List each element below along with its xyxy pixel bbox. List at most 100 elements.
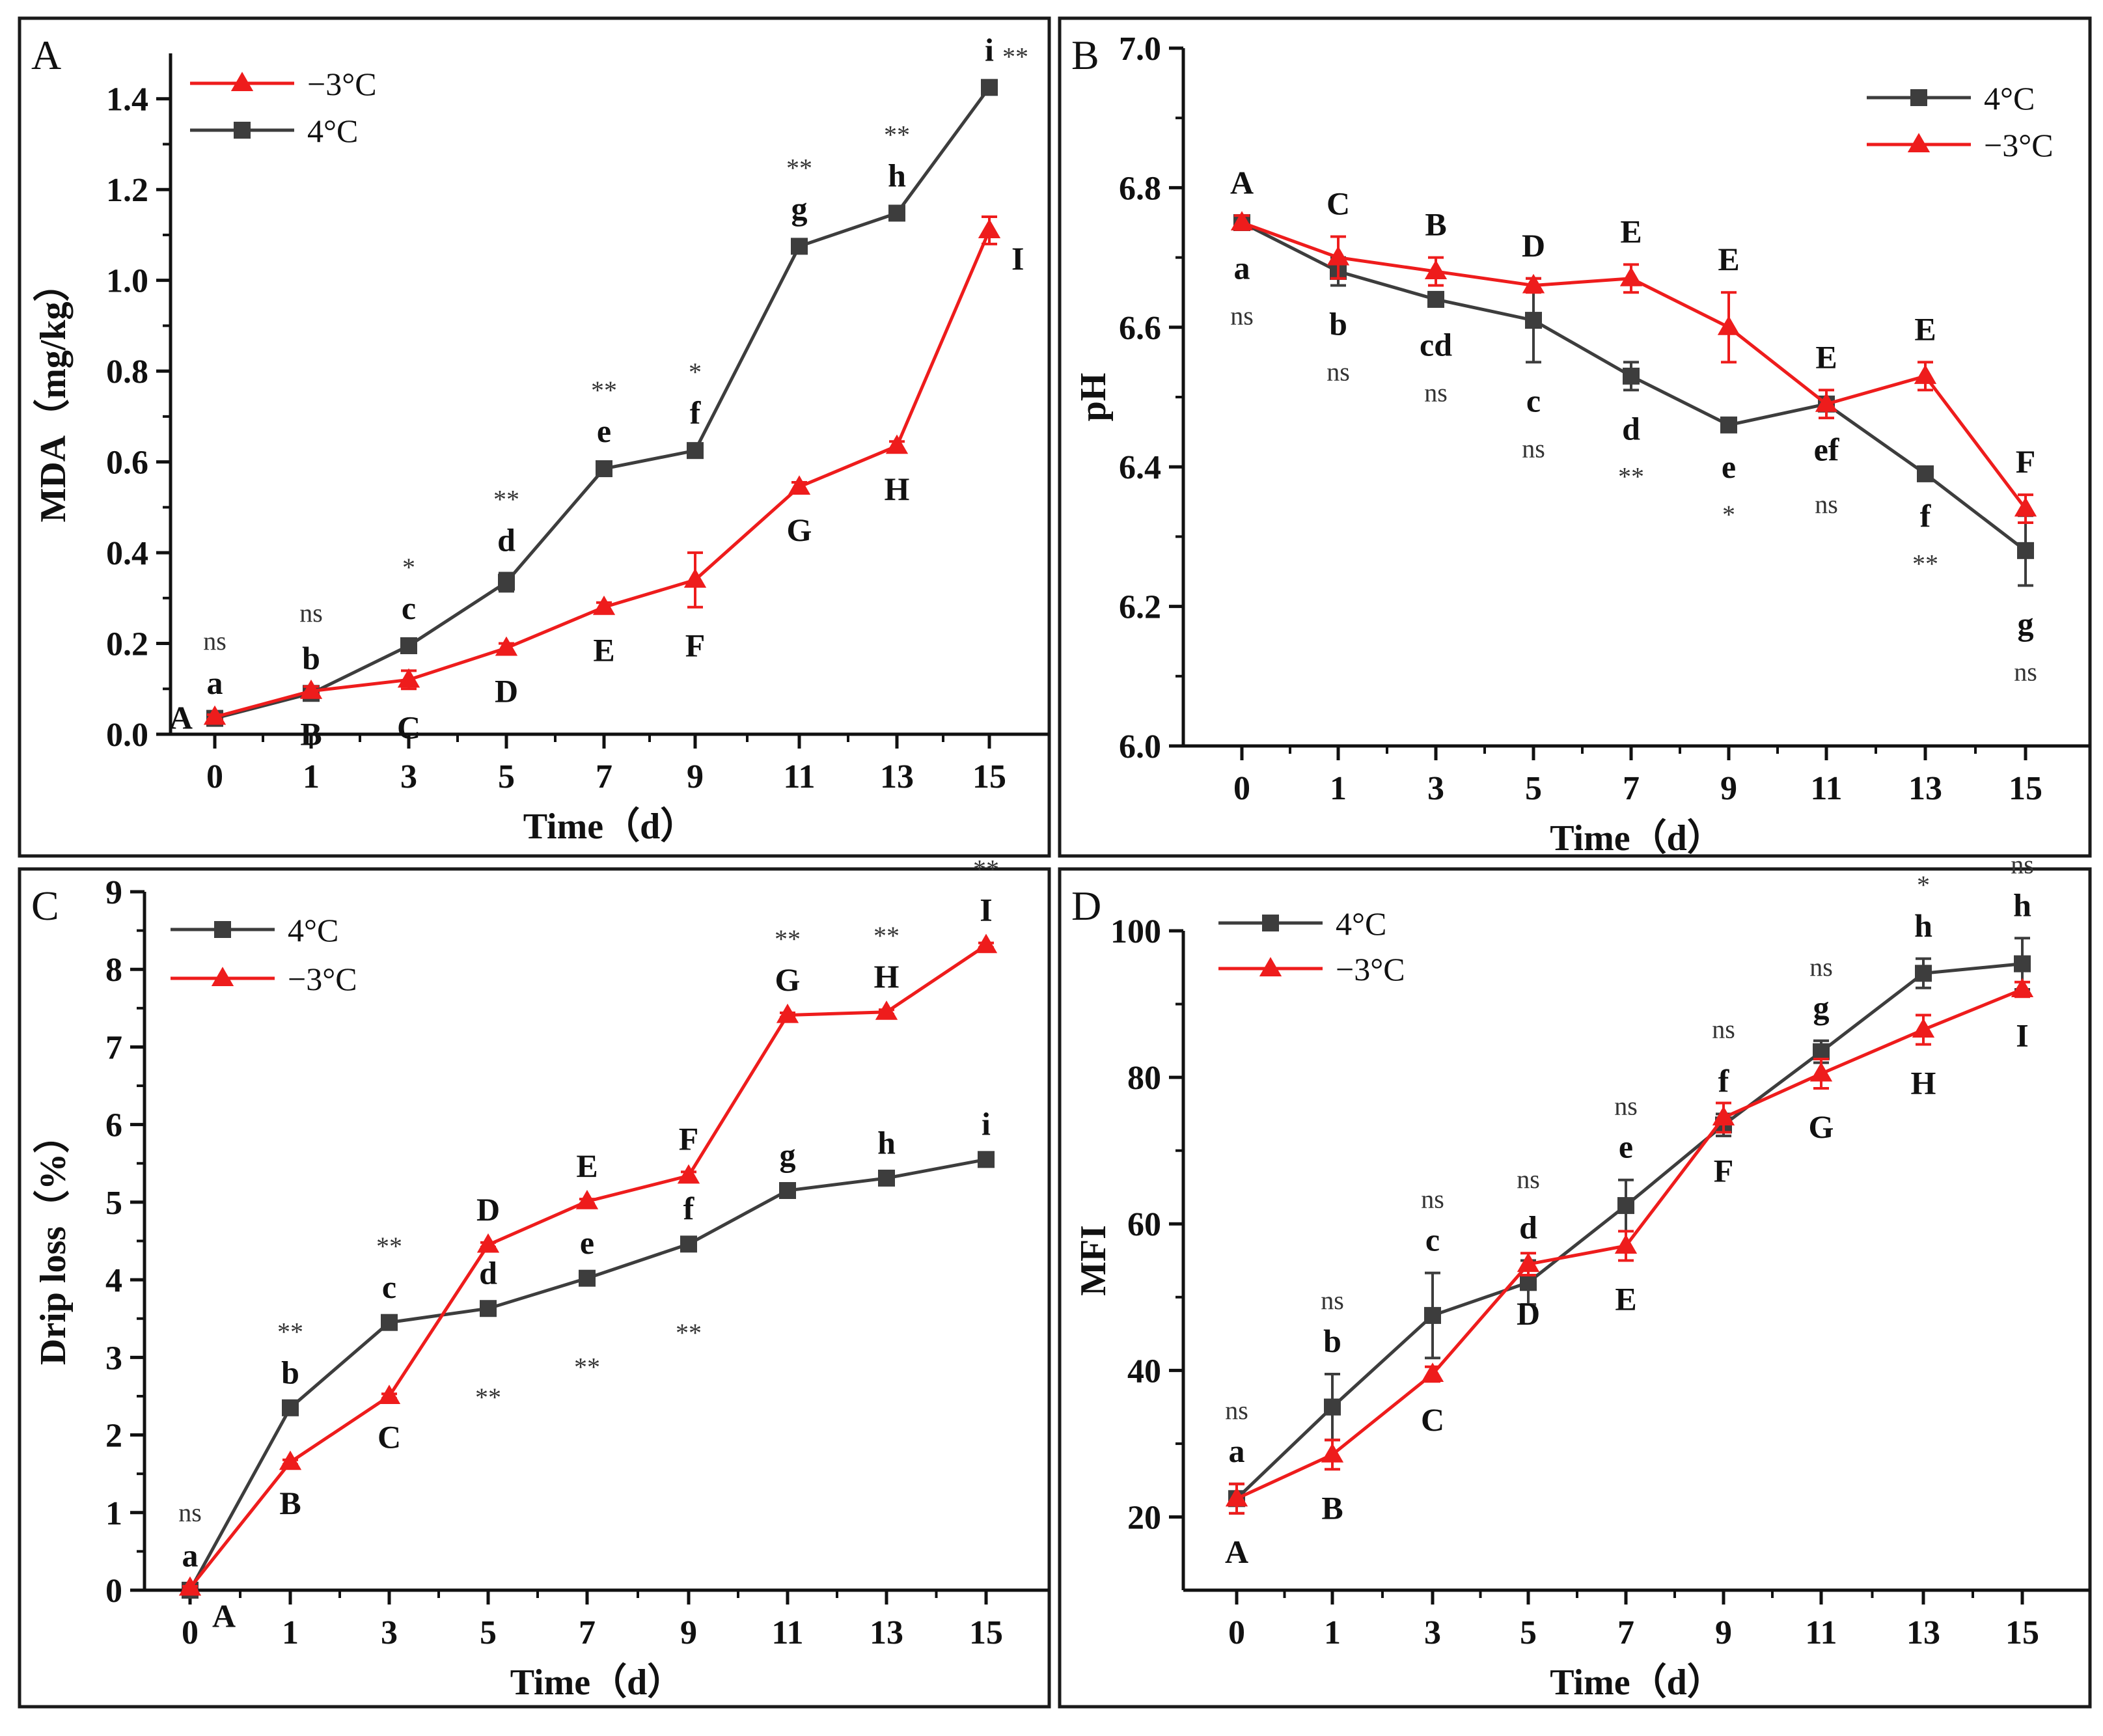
- marker-square: [1525, 312, 1542, 329]
- group-letter: C: [378, 1419, 401, 1455]
- group-letter: E: [1615, 1281, 1636, 1317]
- significance-label: **: [676, 1318, 702, 1347]
- marker-square: [2017, 542, 2034, 559]
- significance-label: **: [1912, 549, 1938, 578]
- series-triangle: A B C D E F G H I: [1225, 978, 2034, 1570]
- group-letter: a: [1229, 1433, 1245, 1469]
- marker-triangle: [592, 596, 616, 615]
- marker-square: [282, 1399, 299, 1416]
- group-letter: i: [982, 1106, 991, 1142]
- group-letter: B: [300, 716, 322, 752]
- group-letter: e: [597, 413, 611, 449]
- series-square: a b c d e f g h h: [1228, 887, 2031, 1515]
- y-axis-title: MFI: [1073, 1225, 1114, 1296]
- group-letter: e: [1619, 1129, 1633, 1165]
- group-letter: e: [580, 1224, 594, 1261]
- marker-square: [978, 1151, 995, 1168]
- significance-label: **: [376, 1232, 402, 1261]
- significance-label: **: [493, 484, 519, 514]
- group-letter: g: [780, 1137, 796, 1173]
- marker-square: [1917, 465, 1934, 482]
- group-letter: H: [1911, 1064, 1936, 1101]
- x-axis-title: Time（d）: [510, 1662, 684, 1703]
- legend: 4°C −3°C: [1218, 905, 1405, 987]
- x-tick-label: 0: [1228, 1614, 1245, 1651]
- group-letter: I: [980, 892, 992, 928]
- y-tick-label: 4: [105, 1262, 122, 1299]
- x-tick-label: 9: [1720, 770, 1737, 807]
- group-letter: F: [685, 627, 706, 664]
- group-letter: d: [497, 521, 515, 558]
- y-tick-label: 5: [105, 1185, 122, 1222]
- y-tick-label: 0.6: [106, 445, 148, 482]
- legend: −3°C 4°C: [190, 66, 377, 149]
- group-letter: E: [593, 632, 614, 668]
- group-letter: a: [1234, 250, 1250, 286]
- x-tick-label: 11: [1810, 770, 1842, 807]
- y-tick-label: 6.2: [1119, 589, 1161, 626]
- y-tick-label: 0.8: [106, 353, 148, 391]
- legend-label: −3°C: [307, 66, 377, 102]
- group-letter: h: [2013, 887, 2031, 923]
- y-tick-label: 0: [105, 1573, 122, 1610]
- series-triangle: A B C D E F G H I: [169, 215, 1024, 752]
- legend: 4°C −3°C: [171, 912, 357, 997]
- marker-triangle: [1321, 1443, 1344, 1463]
- significance-label: ns: [1815, 489, 1838, 519]
- significance-label: *: [1722, 500, 1735, 529]
- significance-label: ns: [1424, 378, 1448, 407]
- x-tick-label: 1: [1324, 1614, 1341, 1651]
- marker-square: [1324, 1398, 1341, 1416]
- significance-label: ns: [1421, 1185, 1444, 1214]
- group-letter: d: [1519, 1209, 1537, 1246]
- marker-triangle: [1522, 273, 1545, 294]
- x-tick-label: 11: [783, 758, 815, 795]
- significance-label: **: [884, 120, 910, 149]
- significance-label: ns: [1225, 1396, 1248, 1425]
- group-letter: g: [791, 190, 808, 227]
- significance-label: ns: [1517, 1164, 1540, 1194]
- significance-label: ns: [1614, 1092, 1638, 1121]
- x-axis-title: Time（d）: [523, 806, 697, 847]
- x-axis-title: Time（d）: [1550, 1662, 1724, 1703]
- x-tick-label: 0: [206, 758, 223, 795]
- marker-square: [1520, 1274, 1537, 1291]
- marker-triangle: [1912, 1018, 1935, 1038]
- y-tick-label: 3: [105, 1340, 122, 1377]
- marker-triangle: [1907, 133, 1931, 153]
- group-letter: A: [1225, 1534, 1248, 1570]
- group-letter: f: [690, 394, 702, 431]
- marker-triangle: [495, 636, 518, 656]
- group-letter: C: [1326, 185, 1350, 221]
- x-tick-label: 9: [687, 758, 704, 795]
- marker-square: [1617, 1197, 1634, 1215]
- marker-triangle: [1619, 267, 1643, 286]
- legend-label: 4°C: [307, 113, 358, 149]
- group-letter: f: [1718, 1062, 1730, 1099]
- marker-square: [596, 460, 612, 478]
- y-tick-label: 0.4: [106, 535, 148, 572]
- significance-label: ns: [1712, 1015, 1735, 1044]
- group-letter: c: [1526, 382, 1541, 419]
- marker-triangle: [178, 1576, 202, 1596]
- group-letter: A: [169, 700, 193, 736]
- group-letter: c: [402, 590, 416, 626]
- y-tick-label: 7: [105, 1029, 122, 1066]
- marker-square: [1910, 89, 1927, 106]
- marker-triangle: [1424, 260, 1448, 280]
- marker-triangle: [1614, 1234, 1638, 1254]
- marker-square: [779, 1182, 796, 1200]
- significance-label: **: [786, 153, 812, 182]
- marker-triangle: [1815, 392, 1838, 412]
- marker-square: [1915, 965, 1932, 982]
- group-letter: F: [1714, 1153, 1734, 1189]
- significance-label: **: [574, 1352, 600, 1381]
- marker-triangle: [476, 1233, 500, 1253]
- group-letter: G: [775, 961, 801, 998]
- group-letter: A: [212, 1597, 236, 1634]
- marker-triangle: [1421, 1362, 1444, 1382]
- significance-label: ns: [2014, 657, 2037, 686]
- group-letter: d: [479, 1255, 497, 1291]
